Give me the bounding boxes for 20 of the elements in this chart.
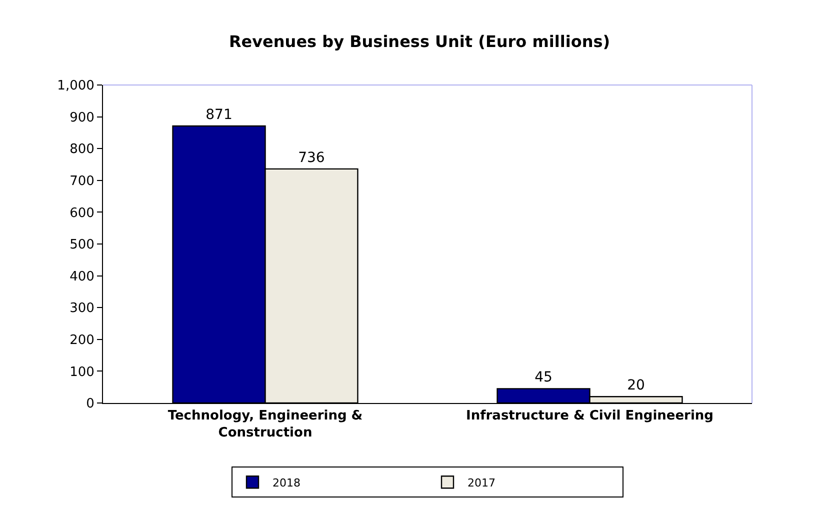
y-tick-label: 0 [86, 396, 94, 412]
y-tick-label: 1,000 [57, 78, 94, 94]
y-tick-label: 200 [70, 332, 94, 348]
legend-label: 2017 [468, 476, 496, 490]
y-tick-label: 700 [70, 174, 94, 189]
y-tick-label: 600 [70, 206, 94, 221]
data-label: 45 [534, 370, 552, 386]
data-label: 20 [627, 378, 645, 394]
chart-title: Revenues by Business Unit (Euro millions) [228, 32, 610, 51]
legend-label: 2018 [272, 476, 300, 490]
data-label: 736 [298, 150, 325, 166]
y-tick-label: 300 [70, 301, 94, 316]
x-tick-label: Infrastructure & Civil Engineering [466, 408, 714, 424]
x-tick-label: Technology, Engineering & Construction [168, 408, 363, 440]
y-tick-label: 900 [70, 110, 94, 126]
y-tick-label: 400 [70, 269, 94, 284]
y-tick-label: 100 [70, 364, 94, 380]
y-tick-label: 800 [70, 142, 94, 158]
y-tick-label: 500 [70, 238, 94, 253]
data-label: 871 [206, 107, 232, 124]
